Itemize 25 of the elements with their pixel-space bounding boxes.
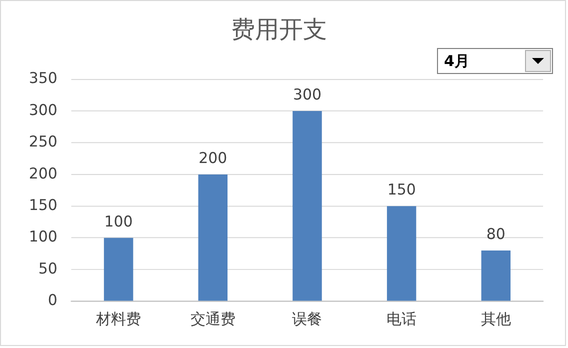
bar (292, 111, 322, 301)
y-tick-label: 300 (28, 100, 58, 119)
bar (386, 206, 416, 301)
y-tick-label: 250 (28, 132, 58, 151)
data-label: 100 (104, 212, 133, 230)
x-tick-label: 误餐 (292, 310, 322, 328)
y-tick-label: 100 (28, 228, 58, 246)
bar (104, 238, 134, 301)
data-label: 300 (292, 86, 322, 104)
chart-title: 费用开支 (230, 15, 328, 44)
data-label: 80 (486, 225, 506, 243)
x-tick-label: 材料费 (95, 310, 142, 328)
x-tick-label: 其他 (480, 310, 511, 328)
y-tick-label: 150 (28, 196, 58, 214)
month-dropdown: 4月 (437, 48, 553, 74)
bar (481, 250, 511, 301)
x-tick-label: 交通费 (190, 310, 236, 328)
y-tick-label: 50 (38, 259, 58, 278)
data-label: 150 (387, 180, 416, 199)
data-label: 200 (198, 148, 228, 167)
y-tick-label: 200 (28, 164, 58, 182)
y-tick-label: 350 (28, 69, 58, 88)
x-tick-label: 电话 (386, 310, 417, 328)
y-tick-label: 0 (48, 291, 58, 310)
bar (198, 174, 228, 301)
